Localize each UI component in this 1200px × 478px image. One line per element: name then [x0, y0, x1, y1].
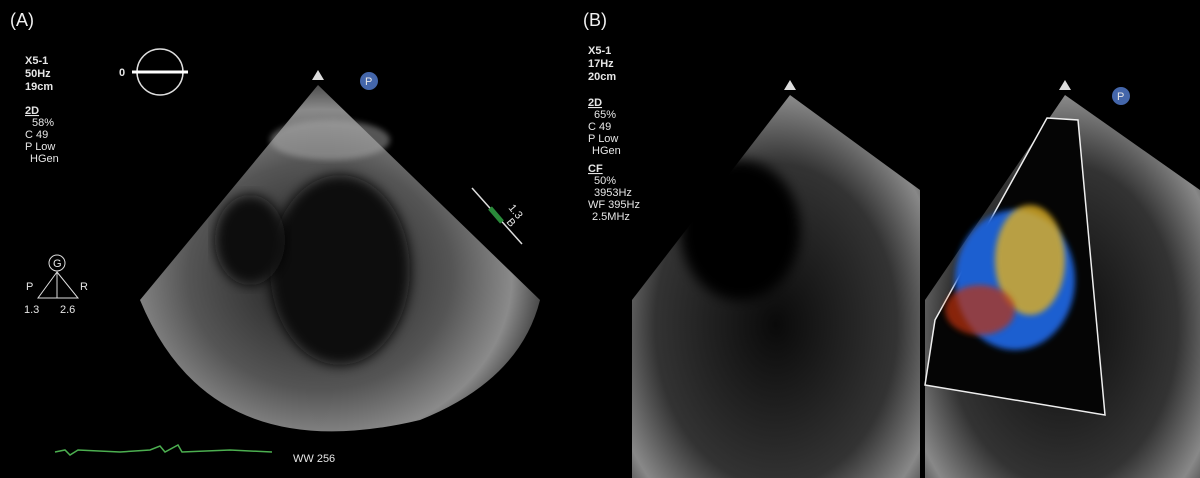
setting: X5-1: [25, 55, 48, 67]
color-flow: [945, 285, 1015, 335]
panel-label: (A): [10, 10, 34, 30]
orientation-right: R: [80, 281, 88, 293]
angle: 0: [119, 67, 125, 79]
orientation-left-value: 1.3: [24, 304, 39, 316]
mode: 2D: [588, 97, 602, 109]
chamber: [680, 160, 800, 300]
panel-b: (B) X5-1 17Hz 20cm 2D 65% C 49 P Low HGe…: [583, 10, 1200, 478]
setting: 50Hz: [25, 68, 51, 80]
caliper-arrow: [488, 206, 504, 224]
orientation-right-value: 2.6: [60, 304, 75, 316]
color-param: 50%: [594, 175, 616, 187]
param: 65%: [594, 109, 616, 121]
probe-icon-text: P: [365, 76, 372, 88]
param: HGen: [592, 145, 621, 157]
setting: X5-1: [588, 45, 611, 57]
param: P Low: [588, 133, 618, 145]
setting: 17Hz: [588, 58, 614, 70]
chamber: [215, 195, 285, 285]
color-param: WF 395Hz: [588, 199, 640, 211]
setting: 19cm: [25, 81, 53, 93]
orientation-left: P: [26, 281, 33, 293]
tissue: [270, 120, 390, 160]
ultrasound-sector: [632, 95, 920, 478]
color-param: 2.5MHz: [592, 211, 630, 223]
probe-icon: [1112, 87, 1130, 105]
color-mode: CF: [588, 163, 603, 175]
probe-marker: [312, 70, 324, 80]
setting: 20cm: [588, 71, 616, 83]
panel-label: (B): [583, 10, 607, 30]
probe-icon-text: P: [1117, 91, 1124, 103]
ecg-trace: [54, 443, 273, 456]
panel-a: (A) X5-1 50Hz 19cm 2D 58% C 49 P Low HGe…: [10, 10, 540, 465]
color-flow: [995, 205, 1065, 315]
mode: 2D: [25, 105, 39, 117]
badge-text: G: [53, 258, 62, 270]
param: C 49: [588, 121, 611, 133]
footer: WW 256: [293, 453, 335, 465]
probe-icon: [360, 72, 378, 90]
orientation-icon: [37, 271, 80, 299]
param: 58%: [32, 117, 54, 129]
chamber: [270, 175, 410, 365]
color-param: 3953Hz: [594, 187, 632, 199]
badge: [48, 254, 66, 272]
param: P Low: [25, 141, 55, 153]
param: C 49: [25, 129, 48, 141]
param: HGen: [30, 153, 59, 165]
